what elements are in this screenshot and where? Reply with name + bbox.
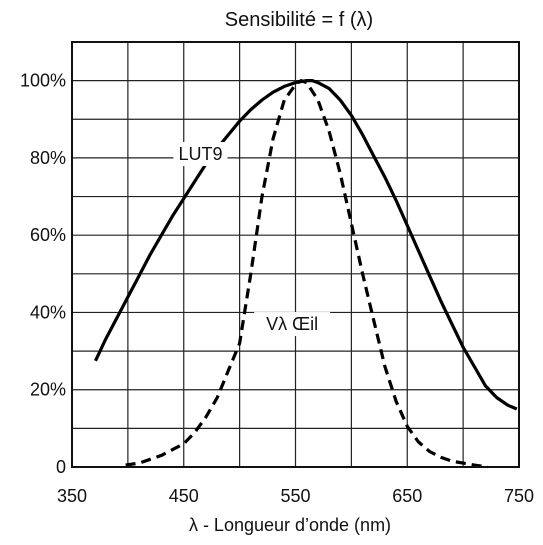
x-tick-label: 450: [169, 486, 199, 506]
annotation-label: Vλ Œil: [266, 314, 318, 334]
grid-layer: [71, 41, 520, 468]
series-line-v-lambda: [125, 78, 488, 469]
x-tick-label: 650: [392, 486, 422, 506]
annotation-background: [173, 142, 228, 167]
y-tick-label: 80%: [30, 148, 66, 168]
x-tick-label: 550: [280, 486, 310, 506]
plot-frame: [71, 41, 520, 468]
y-tick-label: 20%: [30, 380, 66, 400]
y-tick-label: 0: [56, 457, 66, 477]
tick-layer: 350 450 550 650 750 0 20% 40% 60% 80% 100%: [20, 71, 534, 506]
x-tick-label: 750: [504, 486, 534, 506]
annotation-background: [254, 312, 331, 337]
x-tick-label: 350: [57, 486, 87, 506]
series-layer: [94, 78, 518, 469]
annotation-layer: LUT9 Vλ Œil: [173, 142, 331, 337]
series-line-lut9: [94, 78, 518, 411]
y-tick-label: 60%: [30, 225, 66, 245]
x-axis-label: λ - Longueur d’onde (nm): [189, 515, 391, 535]
annotation-label: LUT9: [179, 144, 223, 164]
y-tick-label: 100%: [20, 71, 66, 91]
chart-title: Sensibilité = f (λ): [225, 9, 373, 31]
y-tick-label: 40%: [30, 302, 66, 322]
